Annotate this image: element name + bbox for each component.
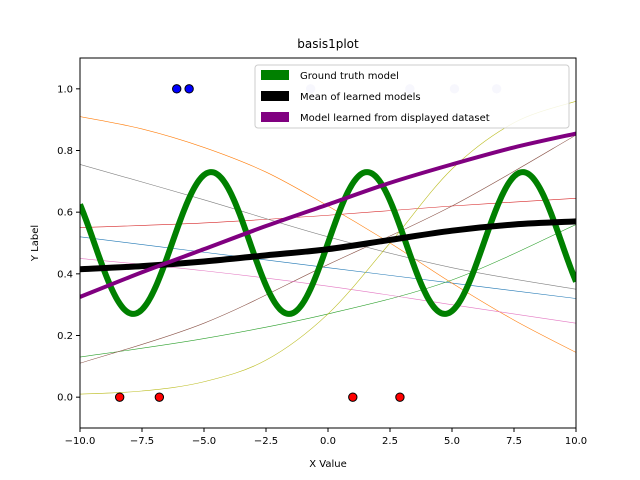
sample-model-line-4 <box>80 134 576 364</box>
sample-model-line-3 <box>80 197 576 228</box>
y-axis-label: Y Label <box>30 225 41 262</box>
y-tick-label: 1.0 <box>57 84 73 95</box>
x-tick-label: 0.0 <box>320 436 336 447</box>
x-tick-label: −10.0 <box>65 436 96 447</box>
legend-swatch-2 <box>261 112 289 122</box>
x-axis-label: X Value <box>309 459 347 470</box>
sample-model-line-7 <box>80 100 576 395</box>
y-tick-label: 0.4 <box>57 269 73 280</box>
legend-swatch-1 <box>261 91 289 101</box>
class-1-point-1 <box>184 84 194 94</box>
class-1-point-0 <box>172 84 182 94</box>
y-tick-label: 0.0 <box>57 393 73 404</box>
sample-model-line-0 <box>80 236 576 299</box>
class-0-point-0 <box>114 392 125 402</box>
y-tick-label: 0.6 <box>57 208 73 219</box>
legend-label-1: Mean of learned models <box>300 92 421 103</box>
legend-label-0: Ground truth model <box>300 71 399 82</box>
legend-box <box>254 64 570 129</box>
x-tick-label: −7.5 <box>130 436 154 447</box>
legend: Ground truth model Mean of learned models… <box>254 64 570 129</box>
chart-title: basis1plot <box>297 37 359 51</box>
x-axis: −10.0 −7.5 −5.0 −2.5 0.0 2.5 5.0 7.5 10.0 <box>65 428 587 447</box>
legend-swatch-0 <box>261 70 289 80</box>
y-axis: 0.0 0.2 0.4 0.6 0.8 1.0 <box>57 84 80 404</box>
x-tick-label: −2.5 <box>254 436 278 447</box>
y-tick-label: 0.8 <box>57 146 73 157</box>
class-0-point-1 <box>154 392 165 402</box>
class-0-point-3 <box>395 392 405 402</box>
class-0-point-2 <box>348 392 358 402</box>
y-tick-label: 0.2 <box>57 331 73 342</box>
plot-area <box>80 84 576 402</box>
x-tick-label: 10.0 <box>565 436 587 447</box>
x-tick-label: 7.5 <box>506 436 522 447</box>
x-tick-label: −5.0 <box>192 436 216 447</box>
ground-truth-line <box>80 169 576 317</box>
x-tick-label: 2.5 <box>382 436 398 447</box>
legend-label-2: Model learned from displayed dataset <box>300 113 490 124</box>
x-tick-label: 5.0 <box>444 436 460 447</box>
displayed-model-line <box>80 131 576 299</box>
